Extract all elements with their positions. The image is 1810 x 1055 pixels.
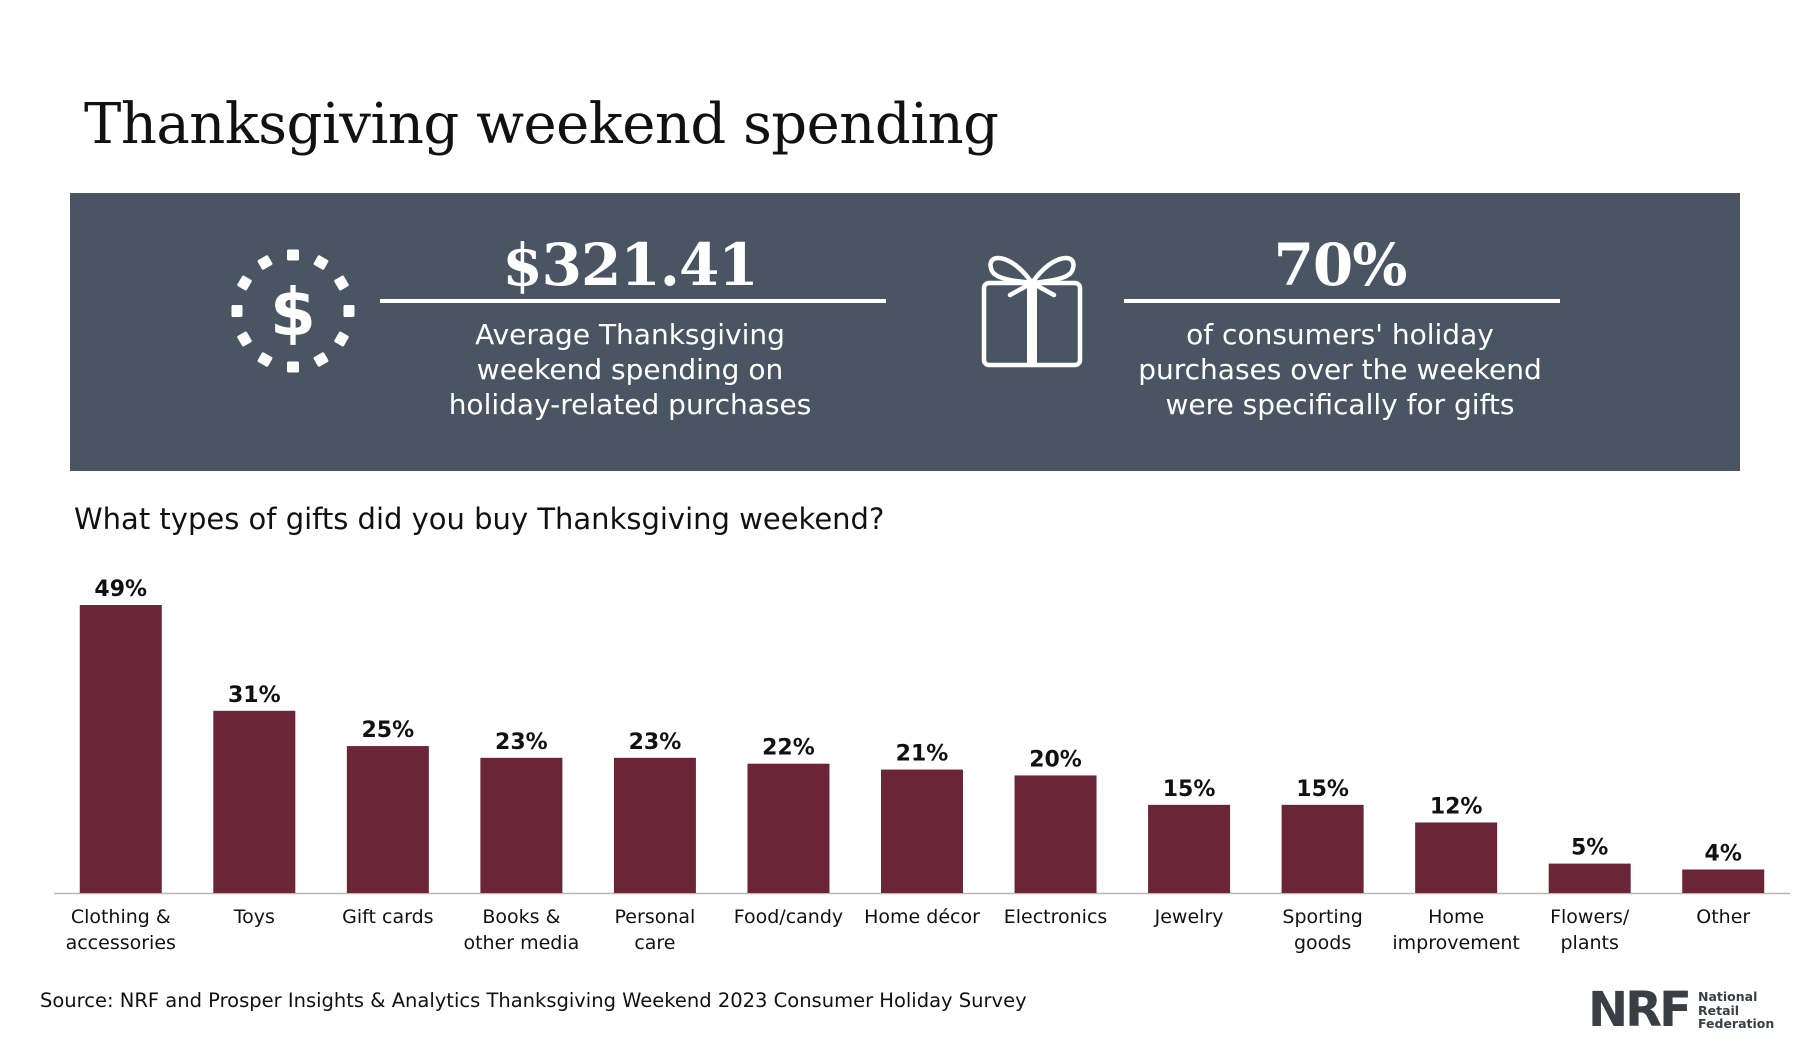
gift-icon bbox=[970, 243, 1094, 377]
category-label-line: Electronics bbox=[1004, 906, 1108, 928]
category-label-line: plants bbox=[1561, 932, 1619, 954]
gifts-description-line: were specifically for gifts bbox=[1165, 388, 1515, 421]
spending-description-line: holiday-related purchases bbox=[448, 388, 812, 421]
category-label: Home décor bbox=[864, 906, 980, 928]
data-label: 22% bbox=[762, 736, 815, 761]
data-label: 23% bbox=[495, 730, 548, 755]
category-label: Personal care bbox=[615, 906, 696, 954]
chart-question: What types of gifts did you buy Thanksgi… bbox=[74, 502, 885, 536]
bar bbox=[613, 757, 696, 893]
category-label: Electronics bbox=[1004, 906, 1108, 928]
gifts-description-line: of consumers' holiday bbox=[1186, 318, 1494, 351]
bar bbox=[1682, 869, 1765, 893]
category-label: Gift cards bbox=[342, 906, 433, 928]
category-label: Flowers/plants bbox=[1550, 906, 1630, 954]
bar bbox=[480, 757, 563, 893]
gifts-value: 70% bbox=[1273, 231, 1408, 299]
data-label: 4% bbox=[1705, 841, 1742, 866]
spending-description-line: Average Thanksgiving bbox=[475, 318, 785, 351]
data-label: 15% bbox=[1296, 777, 1349, 802]
category-label-line: Books & bbox=[482, 906, 560, 928]
bar bbox=[1014, 775, 1097, 893]
category-label-line: Flowers/ bbox=[1550, 906, 1630, 928]
bar bbox=[1148, 804, 1231, 893]
bar bbox=[213, 710, 296, 893]
data-label: 5% bbox=[1571, 836, 1608, 861]
svg-text:$: $ bbox=[270, 274, 316, 351]
bar bbox=[881, 769, 963, 893]
category-label: Home improvement bbox=[1392, 906, 1520, 954]
spending-description: Average Thanksgiving weekend spending on… bbox=[380, 317, 880, 422]
category-label-line: Home décor bbox=[864, 906, 980, 928]
category-label: Toys bbox=[233, 906, 275, 928]
data-label: 49% bbox=[94, 577, 147, 602]
bar bbox=[79, 605, 162, 893]
category-label-line: Sporting bbox=[1282, 906, 1362, 928]
category-label: Books & other media bbox=[463, 906, 579, 954]
category-label-line: care bbox=[634, 932, 675, 954]
bar bbox=[747, 763, 830, 893]
category-label-line: Personal bbox=[615, 906, 696, 928]
gift-types-bar-chart: 49% Clothing & accessories 31% Toys 25% Gift c… bbox=[54, 577, 1790, 954]
source-note: Source: NRF and Prosper Insights & Analy… bbox=[40, 989, 1027, 1012]
data-label: 23% bbox=[629, 730, 682, 755]
category-label-line: Food/candy bbox=[734, 906, 843, 928]
gifts-description-line: purchases over the weekend bbox=[1138, 353, 1542, 386]
page-title: Thanksgiving weekend spending bbox=[84, 92, 999, 157]
data-label: 31% bbox=[228, 683, 281, 708]
bar bbox=[1281, 804, 1364, 893]
category-label-line: Jewelry bbox=[1154, 906, 1224, 928]
gifts-divider bbox=[1124, 299, 1560, 303]
stats-banner: $ $321.41 Average Thanksgiving weekend s… bbox=[70, 193, 1740, 471]
spending-description-line: weekend spending on bbox=[476, 353, 784, 386]
spending-value: $321.41 bbox=[502, 231, 758, 299]
category-label: Clothing & accessories bbox=[66, 906, 176, 954]
data-label: 21% bbox=[896, 742, 949, 767]
category-label: Food/candy bbox=[734, 906, 843, 928]
nrf-logo-text: National Retail Federation bbox=[1698, 989, 1775, 1031]
category-label-line: goods bbox=[1294, 932, 1351, 954]
data-label: 12% bbox=[1430, 794, 1483, 819]
category-label-line: accessories bbox=[66, 932, 176, 954]
category-label-line: Toys bbox=[233, 906, 275, 928]
category-label: Jewelry bbox=[1154, 906, 1224, 928]
bar bbox=[1548, 863, 1631, 893]
category-label-line: Clothing & bbox=[71, 906, 171, 928]
category-label-line: Gift cards bbox=[342, 906, 433, 928]
category-label: Sporting goods bbox=[1282, 906, 1362, 954]
data-label: 20% bbox=[1029, 747, 1082, 772]
nrf-logo-mark: NRF bbox=[1588, 982, 1692, 1038]
bar bbox=[1415, 822, 1498, 893]
spending-divider bbox=[380, 299, 886, 303]
category-label-line: improvement bbox=[1392, 932, 1520, 954]
data-label: 15% bbox=[1163, 777, 1216, 802]
data-label: 25% bbox=[362, 718, 415, 743]
category-label-line: Home bbox=[1428, 906, 1484, 928]
bar bbox=[346, 746, 429, 893]
category-label-line: Other bbox=[1696, 906, 1750, 928]
gifts-description: of consumers' holiday purchases over the… bbox=[1110, 317, 1570, 422]
category-label-line: other media bbox=[463, 932, 579, 954]
dollar-icon: $ bbox=[228, 246, 358, 380]
category-label: Other bbox=[1696, 906, 1750, 928]
